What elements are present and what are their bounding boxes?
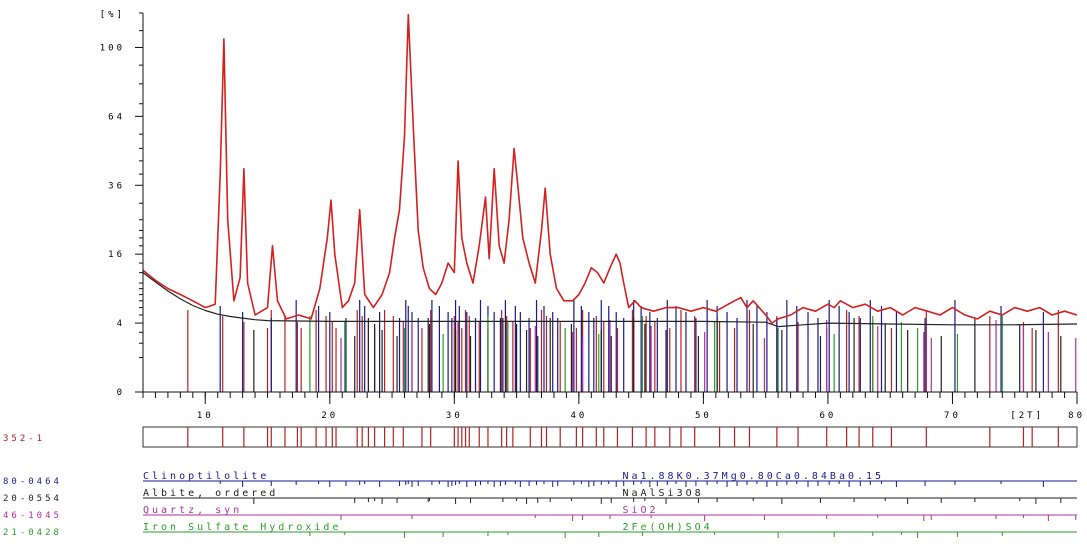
pattern-code-46-1045: 46-1045	[3, 511, 62, 521]
x-tick-label-3: 40	[570, 411, 587, 421]
axes-layer: 0 4 16 36 64 100 [%] 10 20 30 40 50 60 70 80 [2T]	[100, 10, 1085, 421]
reference-patterns-layer: 352-1 80-0464 Clinoptilolite Na1.88K0.37Mg0…	[3, 426, 1078, 538]
y-tick-label-0: 0	[117, 388, 125, 398]
y-tick-label-5: 100	[100, 43, 125, 53]
x-tick-label-1: 20	[321, 411, 338, 421]
pattern-box-352-1	[142, 426, 1078, 448]
pattern-formula-80-0464: Na1.88K0.37Mg0.80Ca0.84Ba0.15	[622, 471, 884, 482]
y-tick-label-4: 64	[108, 112, 125, 122]
series-layer	[142, 13, 1078, 328]
x-tick-label-5: 60	[820, 411, 837, 421]
x-tick-label-7: 80	[1068, 411, 1085, 421]
x-tick-label-2: 30	[446, 411, 463, 421]
y-tick-label-3: 36	[108, 181, 125, 191]
pattern-code-21-0428: 21-0428	[3, 528, 62, 538]
pattern-code-80-0464: 80-0464	[3, 477, 62, 487]
x-tick-label-0: 10	[197, 411, 214, 421]
pattern-formula-20-0554: NaAlSi3O8	[622, 488, 703, 499]
pattern-name-46-1045: Quartz, syn	[143, 505, 242, 516]
pattern-name-21-0428: Iron Sulfate Hydroxide	[143, 522, 341, 533]
pattern-name-80-0464: Clinoptilolite	[143, 471, 269, 482]
x-unit-label: [2T]	[1010, 411, 1044, 421]
pattern-code-352-1: 352-1	[3, 434, 45, 444]
measured-pattern-line	[142, 13, 1078, 324]
y-tick-label-1: 4	[117, 319, 125, 329]
y-tick-label-2: 16	[108, 250, 125, 260]
x-tick-label-4: 50	[695, 411, 712, 421]
reference-peak-bars	[187, 300, 1077, 392]
pattern-name-20-0554: Albite, ordered	[143, 488, 278, 499]
background-line	[142, 272, 1078, 328]
x-tick-label-6: 70	[944, 411, 961, 421]
pattern-formula-21-0428: 2Fe(OH)SO4	[622, 522, 712, 533]
y-unit-label: [%]	[100, 10, 125, 20]
pattern-formula-46-1045: SiO2	[622, 505, 658, 516]
pattern-code-20-0554: 20-0554	[3, 494, 62, 504]
